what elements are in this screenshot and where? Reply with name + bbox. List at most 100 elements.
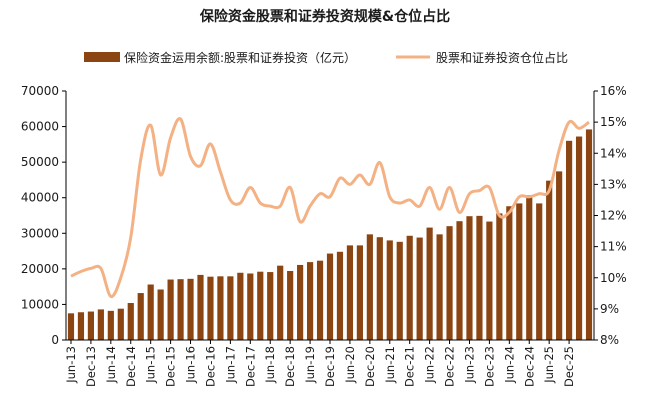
y-left-tick-label-6: 60000 (21, 120, 59, 134)
bar-31 (376, 237, 383, 340)
bar-13 (197, 274, 204, 340)
bar-40 (466, 216, 473, 340)
bar-38 (446, 226, 453, 340)
bar-2 (87, 311, 94, 340)
bar-28 (346, 245, 354, 340)
bar-24 (306, 262, 314, 340)
bar-26 (326, 253, 334, 340)
y-left-tick-label-3: 30000 (21, 226, 59, 240)
x-tick-label-2: Jun-14 (104, 346, 118, 384)
bar-41 (476, 215, 483, 340)
x-tick-label-23: Dec-24 (522, 346, 536, 387)
bar-6 (127, 303, 134, 340)
y-right-tick-label-4: 12% (600, 209, 627, 223)
x-tick-label-5: Dec-15 (164, 346, 178, 387)
bar-1 (77, 312, 85, 340)
x-tick-label-21: Dec-23 (482, 346, 496, 387)
bar-18 (247, 273, 254, 340)
chart-title: 保险资金股票和证券投资规模&仓位占比 (199, 8, 450, 25)
bar-22 (287, 270, 294, 340)
y-right-tick-label-3: 11% (600, 240, 627, 254)
y-left-tick-label-2: 20000 (21, 262, 59, 276)
bar-44 (506, 206, 513, 340)
bar-12 (187, 278, 194, 340)
bar-4 (107, 310, 114, 340)
bar-20 (267, 272, 274, 340)
bar-19 (257, 271, 264, 340)
x-tick-label-0: Jun-13 (64, 346, 78, 384)
y-right-tick-label-7: 15% (600, 115, 627, 129)
bar-45 (516, 203, 523, 340)
plot-area: 0 10000 20000 30000 40000 50000 60000 70000 8% 9%… (21, 84, 627, 387)
x-tick-label-18: Jun-22 (423, 346, 437, 384)
bar-48 (546, 180, 553, 340)
bar-25 (316, 260, 324, 340)
y-left-tick-label-0: 0 (51, 333, 59, 347)
y-left-tick-label-4: 40000 (21, 191, 59, 205)
x-tick-label-3: Dec-14 (124, 346, 138, 387)
bar-36 (426, 227, 433, 340)
bar-39 (456, 221, 463, 340)
y-left-tick-label-7: 70000 (21, 84, 59, 98)
x-tick-label-16: Jun-21 (383, 346, 397, 384)
x-tick-label-9: Dec-17 (243, 346, 257, 387)
x-tick-label-11: Dec-18 (283, 346, 297, 387)
x-tick-label-19: Dec-22 (443, 346, 457, 387)
x-tick-label-6: Jun-16 (184, 346, 198, 384)
x-tick-label-22: Jun-24 (502, 346, 516, 384)
bar-17 (237, 272, 244, 340)
legend-label-line: 股票和证券投资仓位占比 (436, 50, 568, 65)
bar-9 (157, 289, 164, 340)
x-tick-label-20: Jun-23 (462, 346, 476, 384)
bar-47 (536, 203, 543, 340)
bar-3 (97, 309, 104, 340)
bar-0 (67, 313, 75, 340)
bar-34 (406, 235, 413, 340)
x-tick-label-25: Dec-25 (562, 346, 576, 387)
y-left-tick-label-5: 50000 (21, 155, 59, 169)
bar-10 (167, 279, 174, 340)
bar-27 (336, 251, 344, 340)
x-tick-label-4: Jun-15 (144, 346, 158, 384)
series-line-position-ratio (70, 117, 590, 298)
bar-46 (526, 195, 533, 340)
y-right-tick-label-1: 9% (600, 302, 619, 316)
bar-42 (486, 221, 493, 340)
bar-30 (366, 234, 373, 340)
bar-14 (207, 276, 214, 340)
x-tick-label-10: Jun-18 (263, 346, 277, 384)
x-tick-label-1: Dec-13 (84, 346, 98, 387)
y-right-tick-label-0: 8% (600, 333, 619, 347)
bar-37 (436, 234, 443, 340)
bar-16 (227, 276, 234, 340)
x-tick-label-13: Dec-19 (323, 346, 337, 387)
x-tick-label-8: Jun-17 (223, 346, 237, 384)
bar-29 (356, 245, 363, 340)
bar-5 (117, 308, 124, 340)
bar-49 (556, 171, 563, 340)
bar-52 (585, 129, 593, 340)
legend: 保险资金运用余额:股票和证券投资（亿元） 股票和证券投资仓位占比 (84, 50, 568, 65)
bar-11 (177, 279, 184, 340)
bar-51 (575, 136, 583, 340)
legend-label-bar: 保险资金运用余额:股票和证券投资（亿元） (124, 50, 356, 65)
bar-23 (297, 264, 304, 340)
y-right-tick-label-5: 13% (600, 177, 627, 191)
bar-32 (386, 240, 393, 340)
x-tick-label-15: Dec-20 (363, 346, 377, 387)
x-tick-label-17: Dec-21 (403, 346, 417, 387)
bar-21 (277, 265, 284, 340)
bar-50 (566, 140, 573, 340)
x-tick-label-14: Jun-20 (343, 346, 357, 384)
bar-7 (137, 293, 144, 340)
y-right-tick-label-6: 14% (600, 146, 627, 160)
legend-swatch-bar (84, 52, 120, 62)
y-right-tick-label-8: 16% (600, 84, 627, 98)
x-tick-label-12: Jun-19 (303, 346, 317, 384)
bar-33 (396, 241, 403, 340)
y-left-tick-label-1: 10000 (21, 297, 59, 311)
x-tick-label-24: Jun-25 (542, 346, 556, 384)
x-tick-label-7: Dec-16 (203, 346, 217, 387)
bar-15 (217, 276, 224, 340)
